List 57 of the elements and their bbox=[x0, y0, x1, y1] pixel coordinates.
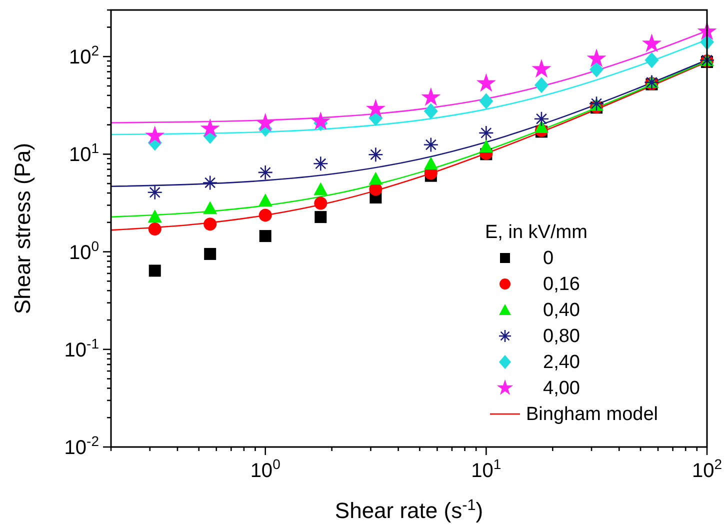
y-tick-label: 10$^{-2}$ bbox=[64, 433, 100, 459]
point bbox=[204, 248, 216, 260]
legend-label: 0,80 bbox=[543, 326, 580, 347]
point bbox=[586, 48, 606, 68]
point bbox=[204, 218, 217, 231]
point bbox=[200, 118, 220, 138]
point bbox=[310, 111, 330, 130]
point bbox=[424, 103, 438, 120]
point bbox=[314, 211, 327, 224]
legend-title: E, in kV/mm bbox=[485, 222, 588, 243]
point bbox=[258, 164, 273, 180]
point bbox=[314, 196, 328, 210]
point bbox=[532, 59, 552, 78]
legend-label: 0,16 bbox=[543, 274, 580, 295]
x-axis-title: Shear rate (s$^{-1}$) bbox=[334, 496, 484, 523]
x-tick-label: 10$^{1}$ bbox=[471, 456, 502, 482]
point bbox=[258, 194, 272, 207]
point bbox=[644, 52, 659, 68]
point bbox=[313, 156, 328, 172]
point bbox=[534, 111, 550, 127]
x-tick-label: 10$^{0}$ bbox=[250, 456, 281, 482]
point bbox=[147, 184, 163, 200]
point bbox=[642, 34, 662, 52]
y-tick-label: 10$^{2}$ bbox=[68, 42, 100, 69]
point bbox=[259, 230, 272, 242]
point bbox=[148, 209, 162, 222]
point bbox=[203, 201, 218, 214]
point bbox=[258, 208, 272, 222]
point bbox=[368, 172, 383, 185]
point bbox=[421, 87, 441, 106]
point bbox=[314, 182, 328, 196]
point bbox=[368, 146, 384, 162]
point bbox=[590, 61, 604, 78]
legend-label: 4,00 bbox=[543, 378, 580, 399]
y-tick-label: 10$^{0}$ bbox=[68, 238, 100, 264]
legend-label: Bingham model bbox=[526, 404, 658, 425]
point bbox=[148, 264, 161, 277]
point bbox=[534, 77, 548, 94]
point bbox=[478, 125, 494, 141]
point bbox=[479, 139, 494, 152]
x-tick-label: 10$^{2}$ bbox=[692, 456, 722, 482]
y-tick-label: 10$^{-1}$ bbox=[64, 335, 100, 362]
point bbox=[534, 120, 548, 133]
point bbox=[476, 73, 496, 92]
legend-label: 0 bbox=[543, 248, 554, 269]
point bbox=[148, 222, 162, 236]
point bbox=[145, 126, 165, 144]
point bbox=[479, 93, 494, 110]
y-axis-title: Shear stress (Pa) bbox=[10, 142, 35, 314]
point bbox=[256, 112, 276, 132]
point bbox=[423, 137, 439, 152]
point bbox=[202, 175, 218, 190]
point bbox=[424, 156, 438, 170]
legend-label: 2,40 bbox=[543, 352, 580, 373]
y-tick-label: 10$^{1}$ bbox=[68, 140, 100, 166]
legend-label: 0,40 bbox=[543, 300, 580, 321]
point bbox=[366, 98, 386, 118]
